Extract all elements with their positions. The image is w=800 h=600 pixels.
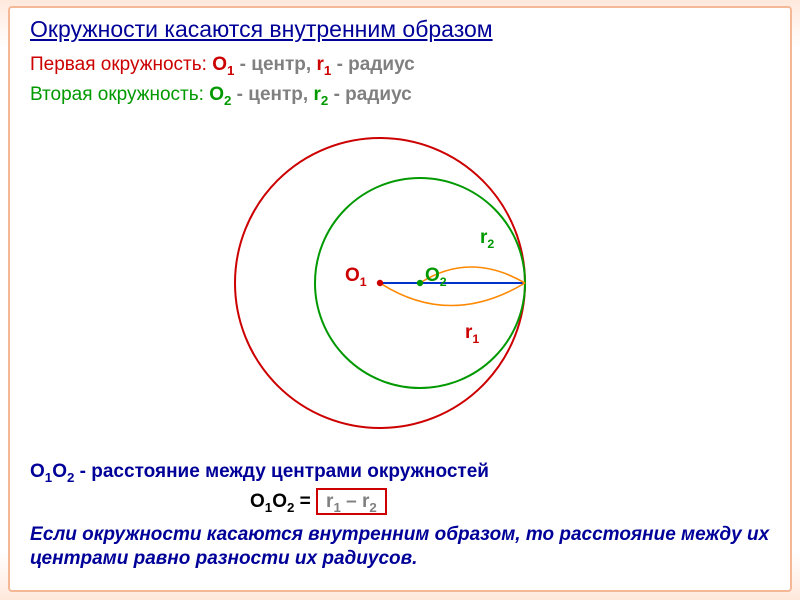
- line2-prefix: Вторая окружность:: [30, 84, 209, 105]
- formula-r2: r2: [362, 491, 377, 512]
- formula-eq: =: [294, 491, 316, 512]
- line1-suffix: - радиус: [337, 54, 415, 75]
- dist-rest: - расстояние между центрами окружностей: [74, 461, 489, 482]
- content: Окружности касаются внутренним образом П…: [10, 8, 790, 590]
- formula: О1О2 = r1 – r2: [250, 491, 770, 515]
- formula-r1: r1: [326, 491, 341, 512]
- slide-frame: Окружности касаются внутренним образом П…: [8, 6, 792, 592]
- distance-line: О1О2 - расстояние между центрами окружно…: [30, 461, 770, 485]
- svg-text:О2: О2: [425, 265, 447, 289]
- line1-O: О1: [212, 54, 234, 75]
- bottom-block: О1О2 - расстояние между центрами окружно…: [30, 461, 770, 572]
- circle1-definition: Первая окружность: О1 - центр, r1 - ради…: [30, 54, 415, 78]
- line2-suffix: - радиус: [334, 84, 412, 105]
- line1-mid: - центр,: [240, 54, 317, 75]
- svg-text:r2: r2: [480, 227, 494, 251]
- formula-lhs: О1О2: [250, 491, 294, 512]
- conclusion: Если окружности касаются внутренним обра…: [30, 523, 770, 572]
- svg-text:r1: r1: [465, 322, 479, 346]
- line2-O: О2: [209, 84, 231, 105]
- title: Окружности касаются внутренним образом: [30, 16, 770, 43]
- svg-text:О1: О1: [345, 265, 367, 289]
- diagram: О1 О2 r2 r1: [130, 113, 650, 433]
- dist-lhs: О1О2: [30, 461, 74, 482]
- circle2-definition: Вторая окружность: О2 - центр, r2 - ради…: [30, 84, 412, 108]
- line1-prefix: Первая окружность:: [30, 54, 212, 75]
- line1-r: r1: [316, 54, 331, 75]
- formula-box: r1 – r2: [316, 488, 387, 515]
- line2-r: r2: [313, 84, 328, 105]
- diagram-svg: О1 О2 r2 r1: [130, 113, 650, 433]
- formula-minus: –: [341, 491, 362, 512]
- line2-mid: - центр,: [237, 84, 314, 105]
